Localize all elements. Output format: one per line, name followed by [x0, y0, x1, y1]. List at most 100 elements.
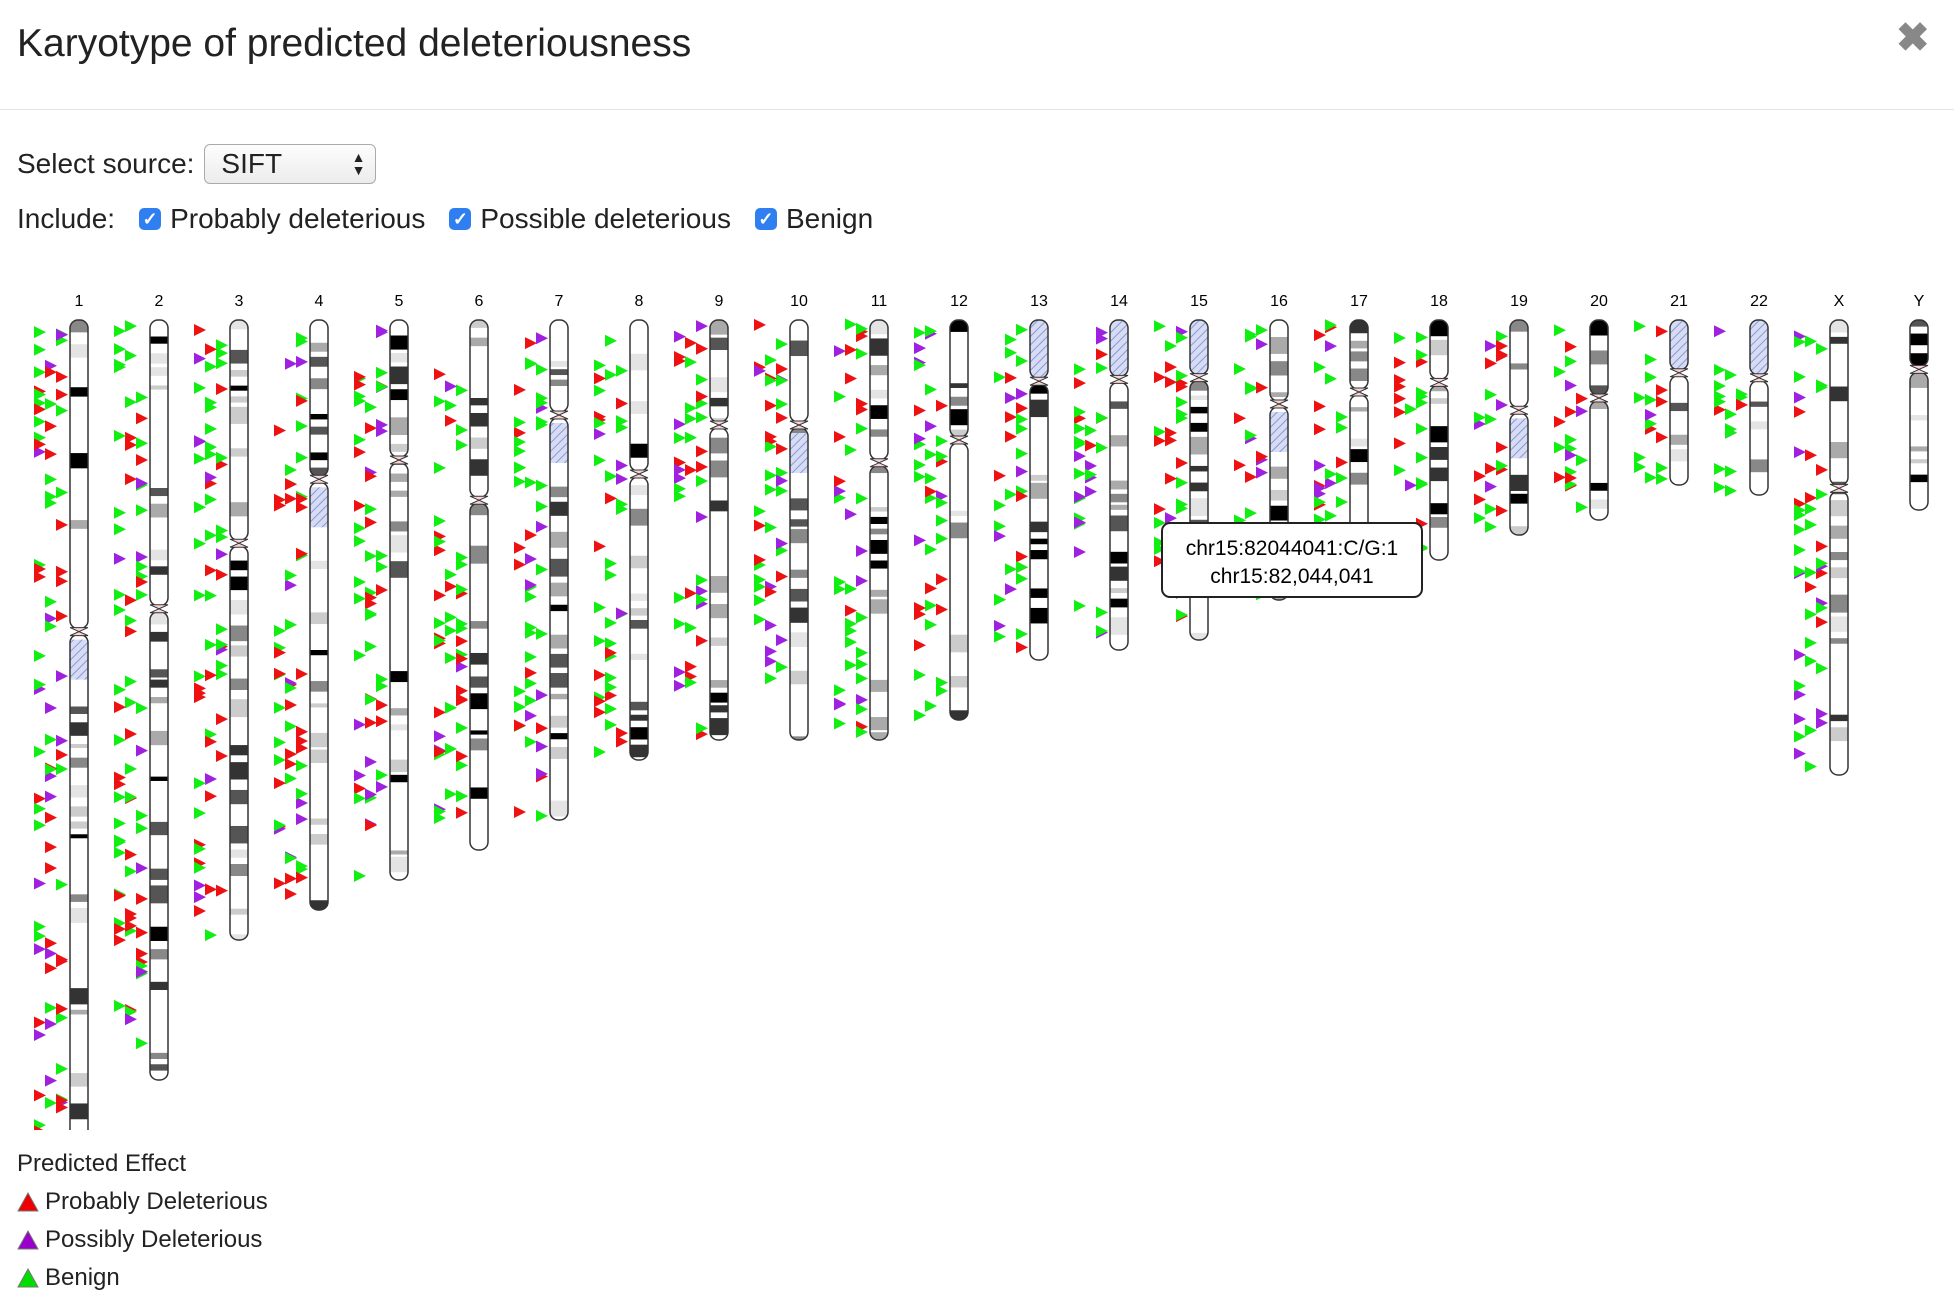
variant-marker[interactable] — [114, 701, 126, 714]
variant-marker[interactable] — [1805, 655, 1817, 668]
variant-marker[interactable] — [1416, 422, 1428, 435]
variant-marker[interactable] — [205, 883, 217, 896]
chromosome-20[interactable] — [1589, 319, 1609, 537]
variant-marker[interactable] — [56, 518, 68, 531]
variant-marker[interactable] — [434, 368, 446, 381]
variant-marker[interactable] — [1314, 423, 1326, 436]
variant-marker[interactable] — [456, 694, 468, 707]
variant-marker[interactable] — [1805, 491, 1817, 504]
variant-marker[interactable] — [594, 746, 606, 759]
variant-marker[interactable] — [434, 634, 446, 647]
variant-marker[interactable] — [1314, 329, 1326, 342]
variant-marker[interactable] — [1794, 391, 1806, 404]
variant-marker[interactable] — [45, 420, 57, 433]
checkbox-checked-icon[interactable]: ✓ — [449, 208, 472, 230]
chromosome-3[interactable] — [229, 319, 249, 944]
variant-marker[interactable] — [605, 492, 617, 505]
variant-marker[interactable] — [34, 415, 46, 428]
variant-marker[interactable] — [594, 372, 606, 385]
variant-marker[interactable] — [1474, 512, 1486, 525]
variant-marker[interactable] — [1576, 405, 1588, 418]
variant-marker[interactable] — [674, 351, 686, 364]
variant-marker[interactable] — [114, 604, 126, 617]
variant-marker[interactable] — [1016, 572, 1028, 585]
variant-marker[interactable] — [685, 431, 697, 444]
variant-marker[interactable] — [925, 543, 937, 556]
variant-marker[interactable] — [194, 687, 206, 700]
variant-marker[interactable] — [194, 381, 206, 394]
variant-marker[interactable] — [1816, 716, 1828, 729]
variant-marker[interactable] — [525, 709, 537, 722]
variant-marker[interactable] — [376, 418, 388, 431]
variant-marker[interactable] — [605, 637, 617, 650]
variant-marker[interactable] — [594, 540, 606, 553]
variant-marker[interactable] — [1154, 542, 1166, 555]
variant-marker[interactable] — [1714, 380, 1726, 393]
variant-marker[interactable] — [205, 471, 217, 484]
variant-marker[interactable] — [34, 802, 46, 815]
variant-marker[interactable] — [1016, 490, 1028, 503]
chromosome-11[interactable] — [869, 319, 889, 749]
variant-marker[interactable] — [1005, 371, 1017, 384]
variant-marker[interactable] — [1325, 468, 1337, 481]
variant-marker[interactable] — [856, 322, 868, 335]
variant-marker[interactable] — [285, 748, 297, 761]
variant-marker[interactable] — [354, 433, 366, 446]
variant-marker[interactable] — [1805, 502, 1817, 515]
variant-marker[interactable] — [434, 745, 446, 758]
variant-marker[interactable] — [34, 943, 46, 956]
variant-marker[interactable] — [285, 478, 297, 491]
variant-marker[interactable] — [376, 715, 388, 728]
variant-marker[interactable] — [685, 464, 697, 477]
variant-marker[interactable] — [834, 697, 846, 710]
variant-marker[interactable] — [1325, 340, 1337, 353]
variant-marker[interactable] — [125, 696, 137, 709]
variant-marker[interactable] — [536, 332, 548, 345]
variant-marker[interactable] — [114, 999, 126, 1012]
variant-marker[interactable] — [514, 435, 526, 448]
variant-marker[interactable] — [1245, 382, 1257, 395]
variant-marker[interactable] — [34, 1016, 46, 1029]
variant-marker[interactable] — [1634, 391, 1646, 404]
variant-marker[interactable] — [216, 531, 228, 544]
variant-marker[interactable] — [354, 522, 366, 535]
variant-marker[interactable] — [136, 892, 148, 905]
variant-marker[interactable] — [1154, 503, 1166, 516]
variant-marker[interactable] — [696, 574, 708, 587]
variant-marker[interactable] — [594, 454, 606, 467]
variant-marker[interactable] — [776, 398, 788, 411]
variant-marker[interactable] — [216, 713, 228, 726]
variant-marker[interactable] — [56, 734, 68, 747]
variant-marker[interactable] — [616, 364, 628, 377]
variant-marker[interactable] — [456, 721, 468, 734]
variant-marker[interactable] — [34, 570, 46, 583]
variant-marker[interactable] — [936, 514, 948, 527]
variant-marker[interactable] — [616, 502, 628, 515]
variant-marker[interactable] — [194, 861, 206, 874]
variant-marker[interactable] — [194, 777, 206, 790]
variant-marker[interactable] — [536, 563, 548, 576]
variant-marker[interactable] — [936, 450, 948, 463]
variant-marker[interactable] — [205, 422, 217, 435]
variant-marker[interactable] — [376, 380, 388, 393]
source-select[interactable]: SIFT ▲ ▼ — [204, 144, 377, 184]
variant-marker[interactable] — [1245, 471, 1257, 484]
variant-marker[interactable] — [1314, 459, 1326, 472]
variant-marker[interactable] — [205, 929, 217, 942]
variant-marker[interactable] — [856, 347, 868, 360]
variant-marker[interactable] — [376, 366, 388, 379]
variant-marker[interactable] — [1234, 459, 1246, 472]
variant-marker[interactable] — [45, 1001, 57, 1014]
variant-marker[interactable] — [1714, 325, 1726, 338]
variant-marker[interactable] — [696, 585, 708, 598]
variant-marker[interactable] — [1245, 328, 1257, 341]
variant-marker[interactable] — [1074, 450, 1086, 463]
variant-marker[interactable] — [776, 570, 788, 583]
variant-marker[interactable] — [856, 611, 868, 624]
variant-marker[interactable] — [1725, 408, 1737, 421]
variant-marker[interactable] — [376, 780, 388, 793]
variant-marker[interactable] — [845, 508, 857, 521]
variant-marker[interactable] — [125, 791, 137, 804]
variant-marker[interactable] — [376, 673, 388, 686]
variant-marker[interactable] — [1256, 381, 1268, 394]
